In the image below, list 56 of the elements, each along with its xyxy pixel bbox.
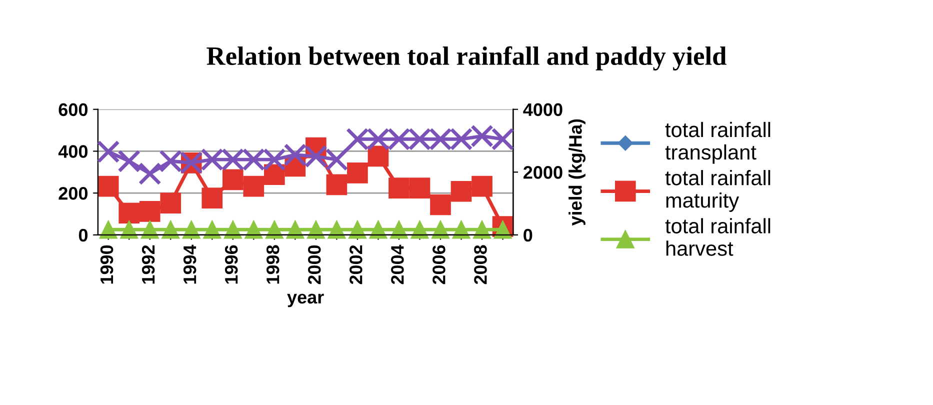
point: [98, 176, 119, 197]
point: [224, 220, 242, 239]
chart-title: Relation between toal rainfall and paddy yield: [206, 46, 726, 70]
point: [140, 220, 159, 239]
y2-tick-label: 0: [524, 228, 532, 242]
point: [96, 140, 120, 164]
point: [202, 188, 223, 208]
point: [286, 220, 304, 239]
y2-tick-label: 4000: [523, 103, 562, 116]
point: [118, 202, 140, 224]
y-tick-label: 0: [78, 228, 88, 242]
x-tick-label: 2000: [308, 245, 321, 284]
x-tick-label: 2006: [432, 245, 446, 284]
point: [390, 220, 408, 239]
x-tick-label: 1998: [266, 245, 280, 284]
x-axis-title: year: [287, 294, 324, 308]
point: [472, 176, 492, 197]
point: [222, 169, 244, 190]
point: [348, 220, 366, 239]
point: [306, 220, 325, 239]
point: [388, 178, 410, 198]
point: [182, 220, 200, 239]
point: [162, 220, 180, 239]
x-tick-label: 1990: [100, 245, 114, 284]
y2-axis-title: yield (kg/Ha): [568, 119, 586, 226]
point: [409, 178, 430, 198]
point: [328, 220, 346, 239]
x-tick-label: 2004: [391, 244, 404, 284]
x-tick-label: 1994: [183, 244, 196, 284]
point: [326, 174, 348, 196]
legend-label: total rainfall harvest: [665, 218, 770, 256]
x-tick-label: 1992: [142, 245, 155, 284]
point: [243, 176, 264, 197]
y2-tick-label: 2000: [524, 166, 562, 179]
point: [410, 220, 429, 239]
point: [494, 220, 512, 239]
point: [160, 192, 182, 214]
point: [244, 220, 263, 239]
point: [99, 220, 118, 239]
point: [118, 150, 141, 173]
y-tick-label: 400: [58, 145, 88, 158]
x-tick-label: 1996: [224, 245, 238, 284]
point: [138, 162, 162, 186]
point: [347, 162, 368, 184]
point: [139, 201, 160, 222]
point: [203, 220, 222, 239]
point: [368, 146, 389, 167]
point: [369, 220, 388, 239]
x-tick-label: 2008: [474, 245, 487, 284]
x-tick-label: 2002: [350, 245, 362, 284]
point: [430, 194, 451, 216]
point: [120, 220, 138, 239]
point: [450, 180, 472, 202]
y-tick-label: 600: [58, 103, 88, 116]
point: [265, 220, 284, 239]
y-tick-label: 200: [58, 186, 88, 200]
